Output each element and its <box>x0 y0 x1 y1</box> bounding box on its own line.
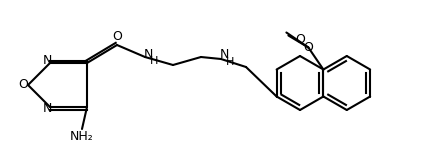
Text: O: O <box>295 33 306 46</box>
Text: N: N <box>219 48 229 60</box>
Text: H: H <box>226 57 234 67</box>
Text: N: N <box>42 54 51 68</box>
Text: O: O <box>112 31 122 44</box>
Text: H: H <box>150 56 158 66</box>
Text: O: O <box>18 78 28 92</box>
Text: O: O <box>303 41 313 54</box>
Text: NH₂: NH₂ <box>70 131 94 143</box>
Text: N: N <box>143 48 153 60</box>
Text: N: N <box>42 102 51 116</box>
